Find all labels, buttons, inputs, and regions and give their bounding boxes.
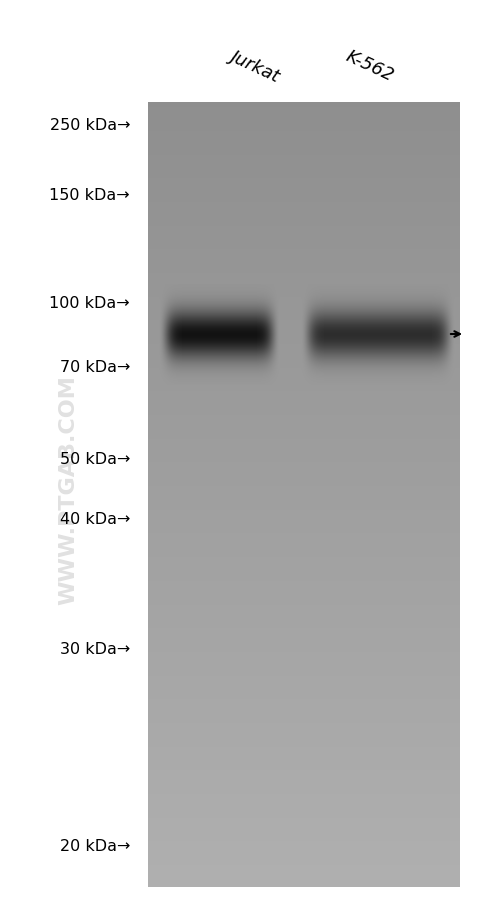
Text: 250 kDa→: 250 kDa→ [49, 118, 130, 133]
Text: 100 kDa→: 100 kDa→ [49, 296, 130, 311]
Text: K-562: K-562 [343, 47, 397, 85]
Text: 20 kDa→: 20 kDa→ [60, 839, 130, 853]
Text: 40 kDa→: 40 kDa→ [60, 512, 130, 527]
Text: WWW.PTGAB.COM: WWW.PTGAB.COM [58, 374, 78, 604]
Text: Jurkat: Jurkat [228, 47, 283, 85]
Text: 30 kDa→: 30 kDa→ [60, 642, 130, 657]
Text: 50 kDa→: 50 kDa→ [60, 452, 130, 467]
Text: 150 kDa→: 150 kDa→ [49, 189, 130, 203]
Text: 70 kDa→: 70 kDa→ [60, 360, 130, 375]
